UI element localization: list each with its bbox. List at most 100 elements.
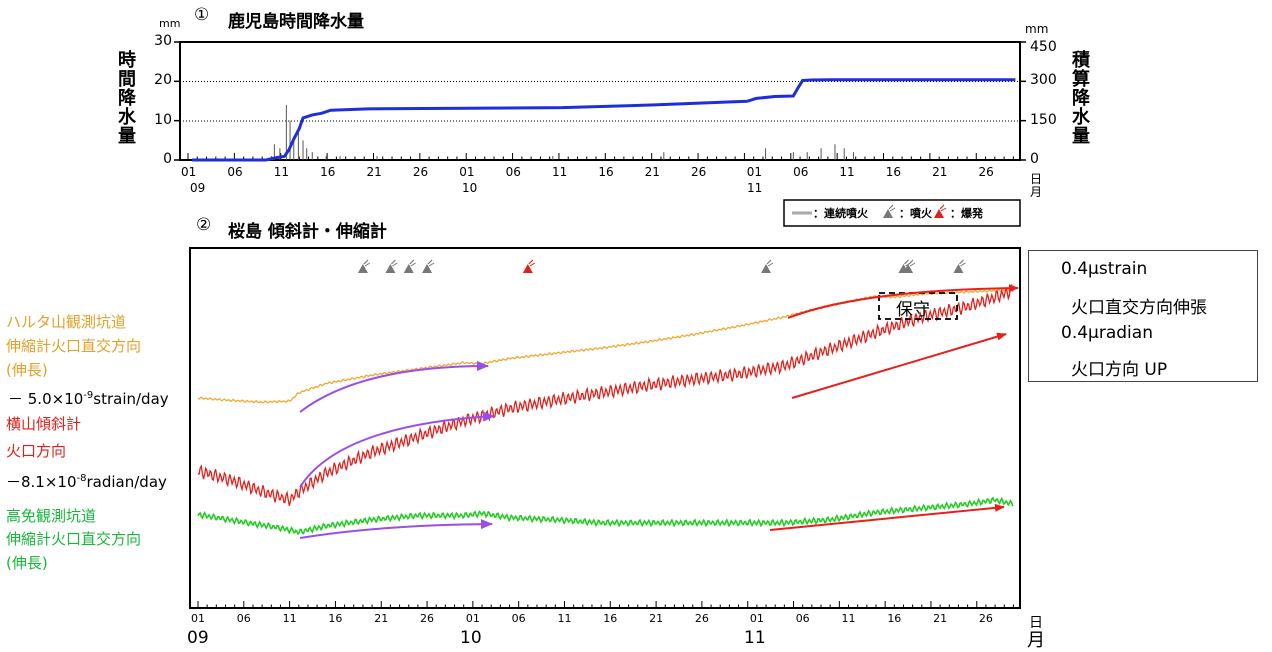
takamenu-label-2: 伸縮計火口直交方向 [6,530,142,548]
panel1-day-label: 21 [644,165,660,179]
eruption-event-icon [903,259,916,273]
scale-box: 0.4μstrain 火口直交方向伸張 0.4μradian 火口方向 UP [1028,250,1258,382]
eruption-event-icon [422,259,435,273]
trend-arrow-purple-1 [299,361,489,413]
explosion-icon [934,204,947,218]
panel2-day-label: 26 [694,612,709,625]
panel2-x-unit-month: 月 [1027,630,1045,651]
trend-arrow-purple-3 [299,519,493,539]
legend-explosion-label: ：爆発 [950,206,984,220]
scale-strain-direction: 火口直交方向伸張 [1071,298,1207,318]
panel1-day-label: 06 [793,165,809,179]
panel2-day-label: 06 [511,612,526,625]
panel2-day-label: 16 [887,612,902,625]
panel1-day-label: 06 [505,165,521,179]
panel1-day-label: 26 [978,165,994,179]
yokoyama-rate-prefix: －8.1×10 [6,473,77,491]
panel1-day-label: 26 [412,165,429,179]
legend-box [783,199,1021,227]
panel2-day-label: 01 [191,612,205,625]
yokoyama-label-2: 火口方向 [6,442,67,460]
takamenu-label-1: 高免観測坑道 [6,507,97,525]
panel1-day-label: 06 [227,165,243,179]
explosion-event-icon [522,259,536,273]
yokoyama-label-1: 横山傾斜計 [6,415,82,433]
cumulative-precipitation-line [192,78,1016,162]
panel2-day-label: 26 [420,612,435,625]
panel1-number: ① [194,5,210,25]
panel1-right-tick-label: 0 [1030,151,1039,167]
panel2-day-label: 21 [374,612,389,625]
trend-arrow-red-2 [791,332,1007,399]
panel1-day-label: 01 [746,165,762,179]
panel2-x-unit-day: 日 [1029,615,1043,631]
eruption-event-icon [953,259,966,273]
panel1-left-tick-label: 0 [163,151,172,167]
panel1-day-label: 16 [598,165,614,179]
panel2-day-label: 06 [236,612,251,625]
panel1-x-unit-month: 月 [1030,185,1043,199]
panel2-day-label: 11 [282,612,297,625]
eruption-event-icon [761,259,774,273]
panel2-day-label: 16 [603,612,618,625]
maintenance-box [878,292,958,320]
panel1-month-11: 11 [747,181,763,195]
panel1-plot-frame [179,41,1021,161]
harutayama-rate-exp: -9 [83,390,94,401]
panel2-day-label: 26 [978,612,993,625]
panel1-day-label: 21 [366,165,382,179]
panel1-month-10: 10 [462,181,478,195]
panel1-x-unit-day: 日 [1030,172,1043,186]
panel2-day-label: 01 [465,612,480,625]
harutayama-label-3: (伸長) [6,361,48,379]
harutayama-label-2: 伸縮計火口直交方向 [6,337,142,355]
panel2-day-label: 06 [795,612,810,625]
panel1-day-label: 21 [932,165,948,179]
panel1-day-label: 11 [839,165,855,179]
panel1-left-tick-label: 20 [154,72,172,89]
eruption-event-icon [403,259,416,273]
panel2-month-11: 11 [744,628,766,648]
panel2-day-label: 01 [749,612,764,625]
scale-radian: 0.4μradian [1061,323,1153,343]
eruption-icon [883,204,896,218]
panel2-month-09: 09 [187,628,209,648]
scale-strain: 0.4μstrain [1061,259,1148,279]
panel1-day-label: 26 [691,165,707,179]
legend-eruption-glyph [883,204,896,218]
trend-arrow-red-3 [769,503,1005,531]
panel1-day-label: 01 [459,165,475,179]
maintenance-label: 保守 [896,300,930,320]
harutayama-label-1: ハルタ山観測坑道 [6,313,127,331]
trend-arrow-purple-2 [299,411,495,488]
panel1-right-tick-label: 150 [1030,111,1057,128]
yokoyama-tilt-line [197,283,1014,506]
panel1-right-unit: mm [1025,22,1049,36]
panel1-right-tick-label: 450 [1030,39,1057,55]
panel2-day-label: 16 [328,612,343,625]
takamenu-label-3: (伸長) [6,554,48,572]
legend-continuous-label: ：連続噴火 [813,206,869,220]
panel2-plot-frame [189,247,1021,609]
eruption-event-icon [385,259,398,273]
panel2-day-label: 11 [557,612,572,625]
panel1-day-label: 11 [551,165,568,179]
yokoyama-rate: －8.1×10-8radian/day [6,470,167,491]
panel1-ylabel-right: 積算降水量 [1069,50,1090,145]
panel1-day-label: 01 [181,165,197,179]
trend-arrow-red-1 [787,284,1019,319]
panel1-day-label: 16 [885,165,902,179]
harutayama-rate-suffix: strain/day [93,390,169,408]
panel1-month-09: 09 [190,181,206,195]
yokoyama-rate-suffix: radian/day [86,473,167,491]
panel1-left-tick-label: 10 [154,111,172,128]
panel1-left-tick-label: 30 [154,33,172,49]
panel1-ylabel-left: 時間降水量 [115,50,136,145]
panel1-day-label: 16 [320,165,336,179]
yokoyama-rate-exp: -8 [76,473,87,484]
scale-radian-direction: 火口方向 UP [1071,360,1168,380]
legend-explosion-glyph [934,204,947,218]
panel2-day-label: 21 [933,612,948,625]
panel1-day-label: 11 [273,165,290,179]
